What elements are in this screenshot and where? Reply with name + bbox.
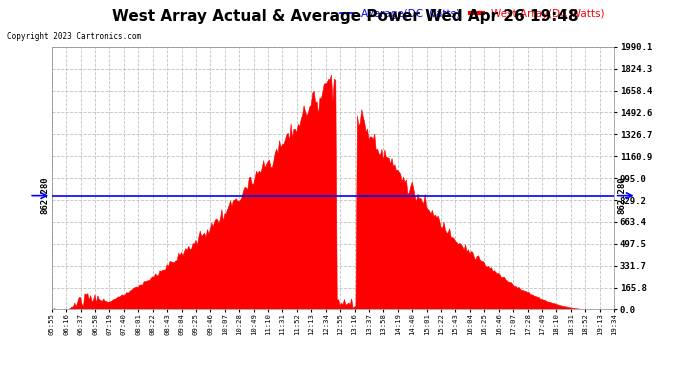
Text: 862.280: 862.280 bbox=[617, 177, 626, 214]
Text: 862.280: 862.280 bbox=[40, 177, 49, 214]
Legend: Average(DC Watts), West Array(DC Watts): Average(DC Watts), West Array(DC Watts) bbox=[336, 5, 609, 23]
Text: Copyright 2023 Cartronics.com: Copyright 2023 Cartronics.com bbox=[7, 32, 141, 41]
Text: West Array Actual & Average Power Wed Apr 26 19:48: West Array Actual & Average Power Wed Ap… bbox=[112, 9, 578, 24]
